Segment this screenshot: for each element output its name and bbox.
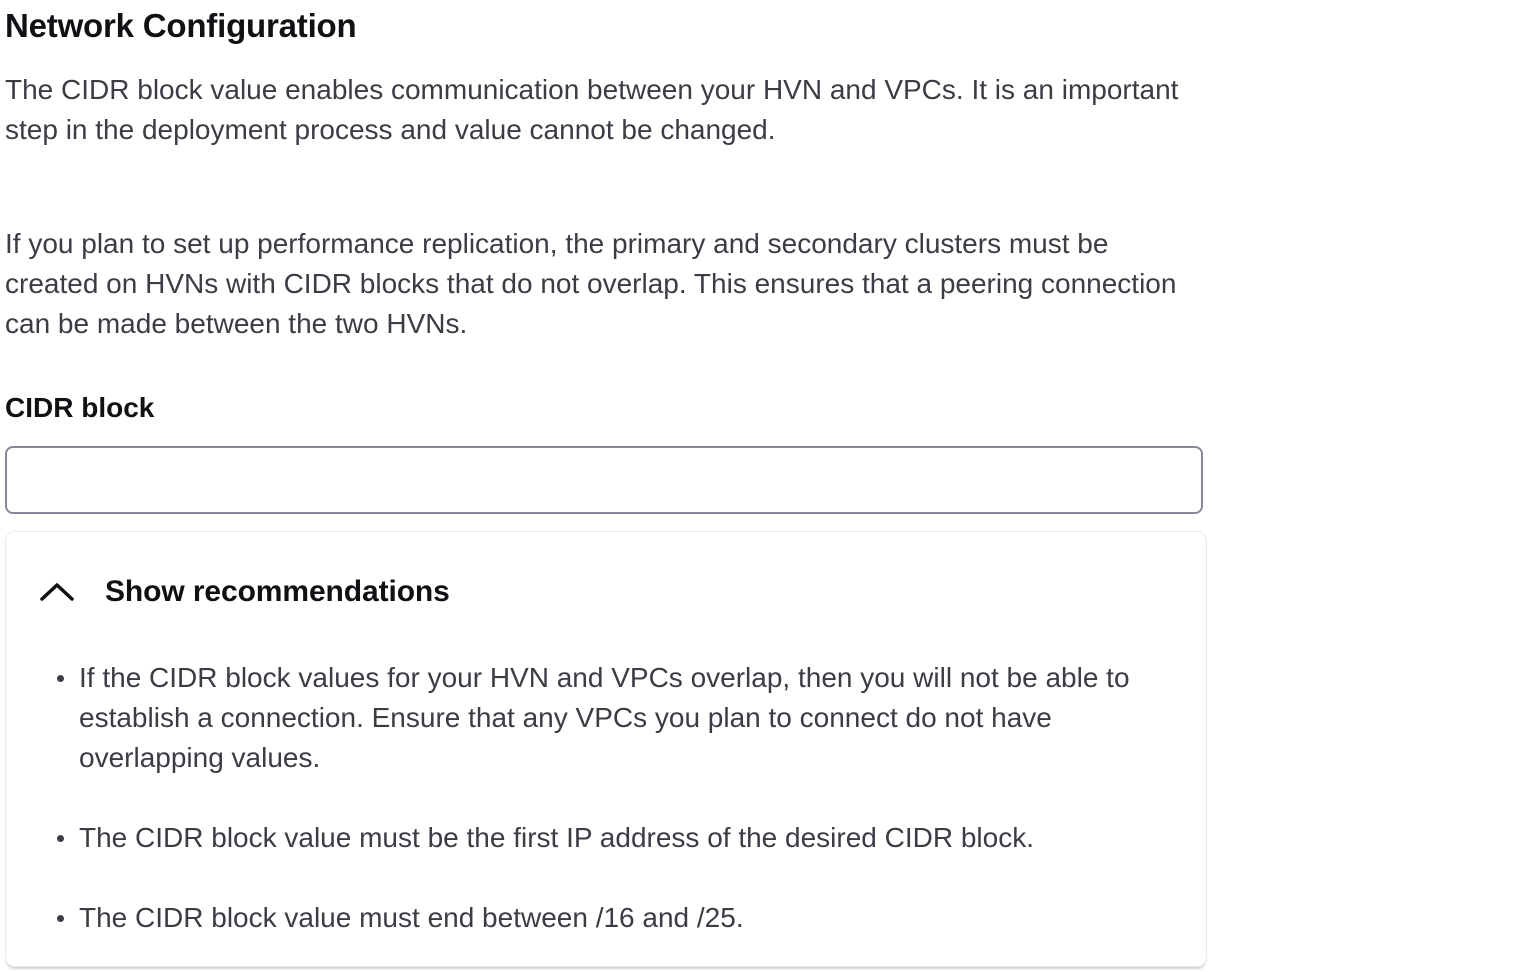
recommendations-title: Show recommendations <box>105 575 450 608</box>
recommendations-card: Show recommendations If the CIDR block v… <box>5 531 1207 967</box>
recommendation-item-first-ip: The CIDR block value must be the first I… <box>57 818 1146 858</box>
intro-paragraph-cidr: The CIDR block value enables communicati… <box>5 74 1179 145</box>
chevron-up-icon <box>40 583 74 601</box>
show-recommendations-toggle[interactable]: Show recommendations <box>6 574 450 610</box>
page-title: Network Configuration <box>5 7 357 44</box>
recommendation-item-overlap: If the CIDR block values for your HVN an… <box>57 658 1146 778</box>
recommendation-item-range: The CIDR block value must end between /1… <box>57 898 1146 938</box>
recommendations-list: If the CIDR block values for your HVN an… <box>6 658 1206 938</box>
intro-paragraph-replication: If you plan to set up performance replic… <box>5 228 1177 339</box>
intro-text: The CIDR block value enables communicati… <box>5 70 1540 344</box>
cidr-block-input[interactable] <box>5 446 1203 514</box>
cidr-block-label: CIDR block <box>5 392 155 423</box>
